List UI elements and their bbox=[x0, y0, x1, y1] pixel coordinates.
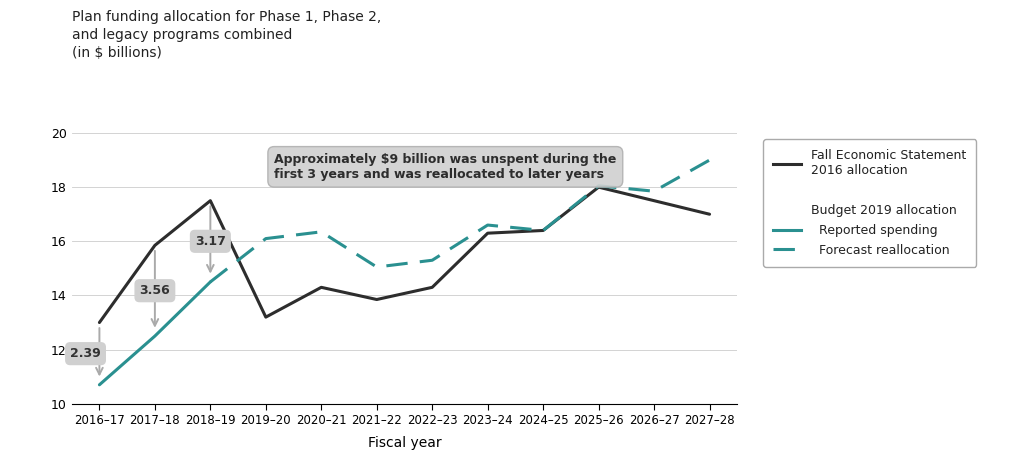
Text: 3.56: 3.56 bbox=[139, 284, 170, 297]
Text: Approximately $9 billion was unspent during the
first 3 years and was reallocate: Approximately $9 billion was unspent dur… bbox=[274, 153, 616, 181]
Text: 3.17: 3.17 bbox=[195, 235, 225, 248]
Text: Plan funding allocation for Phase 1, Phase 2,
and legacy programs combined
(in $: Plan funding allocation for Phase 1, Pha… bbox=[72, 10, 381, 60]
Text: 2.39: 2.39 bbox=[71, 347, 101, 360]
Legend: Fall Economic Statement
2016 allocation,  , Budget 2019 allocation,   Reported s: Fall Economic Statement 2016 allocation,… bbox=[764, 139, 976, 267]
X-axis label: Fiscal year: Fiscal year bbox=[368, 436, 441, 449]
